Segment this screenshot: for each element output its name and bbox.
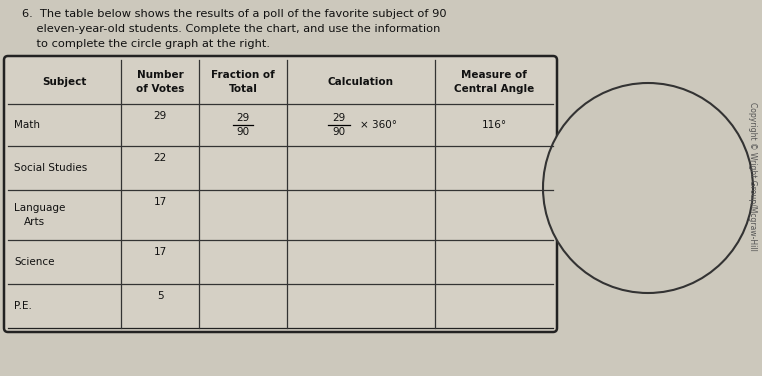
- Text: Social Studies: Social Studies: [14, 163, 88, 173]
- Text: Math: Math: [14, 120, 40, 130]
- Text: Science: Science: [14, 257, 55, 267]
- Text: Arts: Arts: [24, 217, 45, 227]
- Text: Central Angle: Central Angle: [454, 84, 534, 94]
- Text: P.E.: P.E.: [14, 301, 32, 311]
- Text: 17: 17: [153, 197, 167, 207]
- Text: 5: 5: [157, 291, 163, 301]
- Text: 29: 29: [153, 111, 167, 121]
- Ellipse shape: [543, 83, 753, 293]
- Text: Copyright © Wright Group/Mcgraw-Hill: Copyright © Wright Group/Mcgraw-Hill: [748, 102, 757, 250]
- Text: × 360°: × 360°: [360, 120, 398, 130]
- Text: 90: 90: [236, 127, 250, 137]
- Text: Total: Total: [229, 84, 258, 94]
- Text: of Votes: of Votes: [136, 84, 184, 94]
- FancyBboxPatch shape: [4, 56, 557, 332]
- Text: Subject: Subject: [43, 77, 87, 87]
- Text: 17: 17: [153, 247, 167, 257]
- Text: 90: 90: [332, 127, 345, 137]
- Text: Measure of: Measure of: [461, 70, 527, 80]
- Text: Language: Language: [14, 203, 66, 213]
- Text: Number: Number: [136, 70, 184, 80]
- Text: to complete the circle graph at the right.: to complete the circle graph at the righ…: [22, 39, 270, 49]
- Text: 29: 29: [332, 113, 346, 123]
- Text: 116°: 116°: [482, 120, 507, 130]
- Text: 22: 22: [153, 153, 167, 163]
- Text: Calculation: Calculation: [328, 77, 394, 87]
- Text: Fraction of: Fraction of: [211, 70, 275, 80]
- Text: 6.  The table below shows the results of a poll of the favorite subject of 90: 6. The table below shows the results of …: [22, 9, 447, 19]
- Text: 29: 29: [236, 113, 250, 123]
- Text: eleven-year-old students. Complete the chart, and use the information: eleven-year-old students. Complete the c…: [22, 24, 440, 34]
